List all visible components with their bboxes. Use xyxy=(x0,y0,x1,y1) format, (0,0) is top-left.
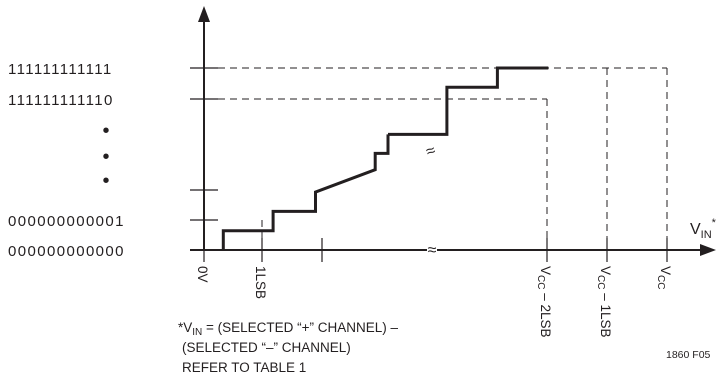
x-tick-label-0v: 0V xyxy=(195,266,210,283)
transfer-curve-segment-2 xyxy=(388,66,549,136)
y-code-label-second: 111111111110 xyxy=(8,92,114,109)
y-code-label-zero: 000000000000 xyxy=(8,243,125,260)
x-tick-label-vcc-1lsb: VCC – 1LSB xyxy=(595,266,613,338)
x-tick-label-vcc-2lsb: VCC – 2LSB xyxy=(535,266,553,338)
x-axis-break-symbol: ≈ xyxy=(428,242,437,259)
ellipsis-dot: • xyxy=(102,146,109,168)
transfer-curve-segment-1 xyxy=(221,134,390,250)
figure-id: 1860 F05 xyxy=(666,349,711,361)
x-tick-label-1lsb: 1LSB xyxy=(253,266,268,299)
x-axis-arrow xyxy=(700,244,716,256)
guide-lines xyxy=(218,67,668,250)
ellipsis-dot: • xyxy=(102,170,109,192)
series-layer xyxy=(221,66,549,250)
y-axis-arrow xyxy=(198,6,210,22)
y-ticks xyxy=(190,67,218,221)
x-axis-break-gap xyxy=(427,244,437,256)
y-code-label-top: 111111111111 xyxy=(8,61,113,78)
y-code-label-one: 000000000001 xyxy=(8,213,125,230)
footnote: *VIN = (SELECTED “+” CHANNEL) – (SELECTE… xyxy=(178,320,399,375)
y-ellipsis: • • • xyxy=(102,120,109,192)
footnote-line-3: REFER TO TABLE 1 xyxy=(182,360,306,375)
footnote-line-2: (SELECTED “–” CHANNEL) xyxy=(182,340,351,355)
x-axis-title: VIN* xyxy=(690,217,717,241)
curve-break-symbol: ≈ xyxy=(424,142,438,161)
footnote-line-1: *VIN = (SELECTED “+” CHANNEL) – xyxy=(178,320,399,338)
ellipsis-dot: • xyxy=(102,120,109,142)
x-tick-label-vcc: VCC xyxy=(655,266,673,289)
